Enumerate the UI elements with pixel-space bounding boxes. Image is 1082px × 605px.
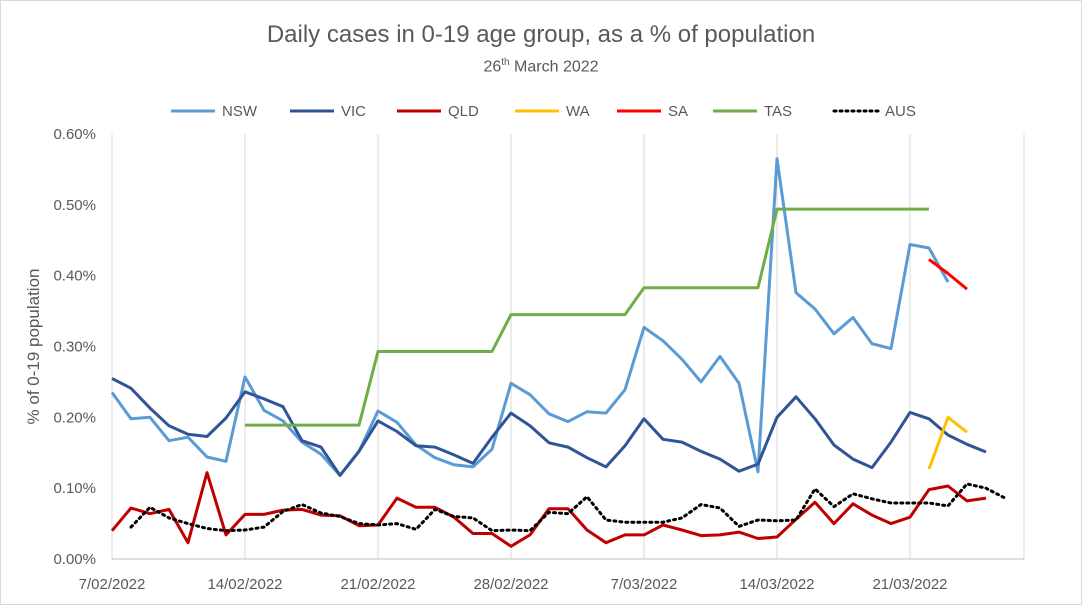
x-tick-label: 7/02/2022 [79, 576, 146, 593]
y-tick-label: 0.40% [53, 268, 96, 285]
legend-label-qld: QLD [448, 103, 479, 120]
legend-label-vic: VIC [341, 103, 366, 120]
subtitle-rest: March 2022 [509, 58, 599, 76]
y-tick-label: 0.10% [53, 480, 96, 497]
y-tick-label: 0.00% [53, 551, 96, 568]
legend-label-sa: SA [668, 103, 688, 120]
x-tick-label: 14/03/2022 [739, 576, 814, 593]
x-tick-label: 14/02/2022 [207, 576, 282, 593]
y-tick-label: 0.20% [53, 409, 96, 426]
chart-title: Daily cases in 0-19 age group, as a % of… [266, 21, 816, 48]
series-line-wa [927, 415, 968, 470]
chart-subtitle: 26th March 2022 [1, 57, 1081, 76]
series-line-qld [110, 471, 987, 548]
series-line-aus [129, 482, 1007, 533]
series-line-vic [111, 377, 987, 477]
series-line-tas [245, 207, 929, 427]
legend-label-tas: TAS [764, 103, 792, 120]
legend-label-wa: WA [566, 103, 590, 120]
series-line-nsw [110, 157, 950, 477]
y-tick-label: 0.30% [53, 339, 96, 356]
x-tick-label: 28/02/2022 [473, 576, 548, 593]
legend-label-nsw: NSW [222, 103, 258, 120]
series-line-sa [928, 258, 968, 291]
y-tick-label: 0.50% [53, 197, 96, 214]
y-axis-label: % of 0-19 population [24, 269, 43, 425]
x-tick-label: 7/03/2022 [611, 576, 678, 593]
y-tick-label: 0.60% [53, 126, 96, 143]
subtitle-suffix: th [501, 57, 510, 68]
x-tick-label: 21/03/2022 [872, 576, 947, 593]
subtitle-day: 26 [483, 58, 502, 76]
legend-label-aus: AUS [885, 103, 916, 120]
x-tick-label: 21/02/2022 [340, 576, 415, 593]
